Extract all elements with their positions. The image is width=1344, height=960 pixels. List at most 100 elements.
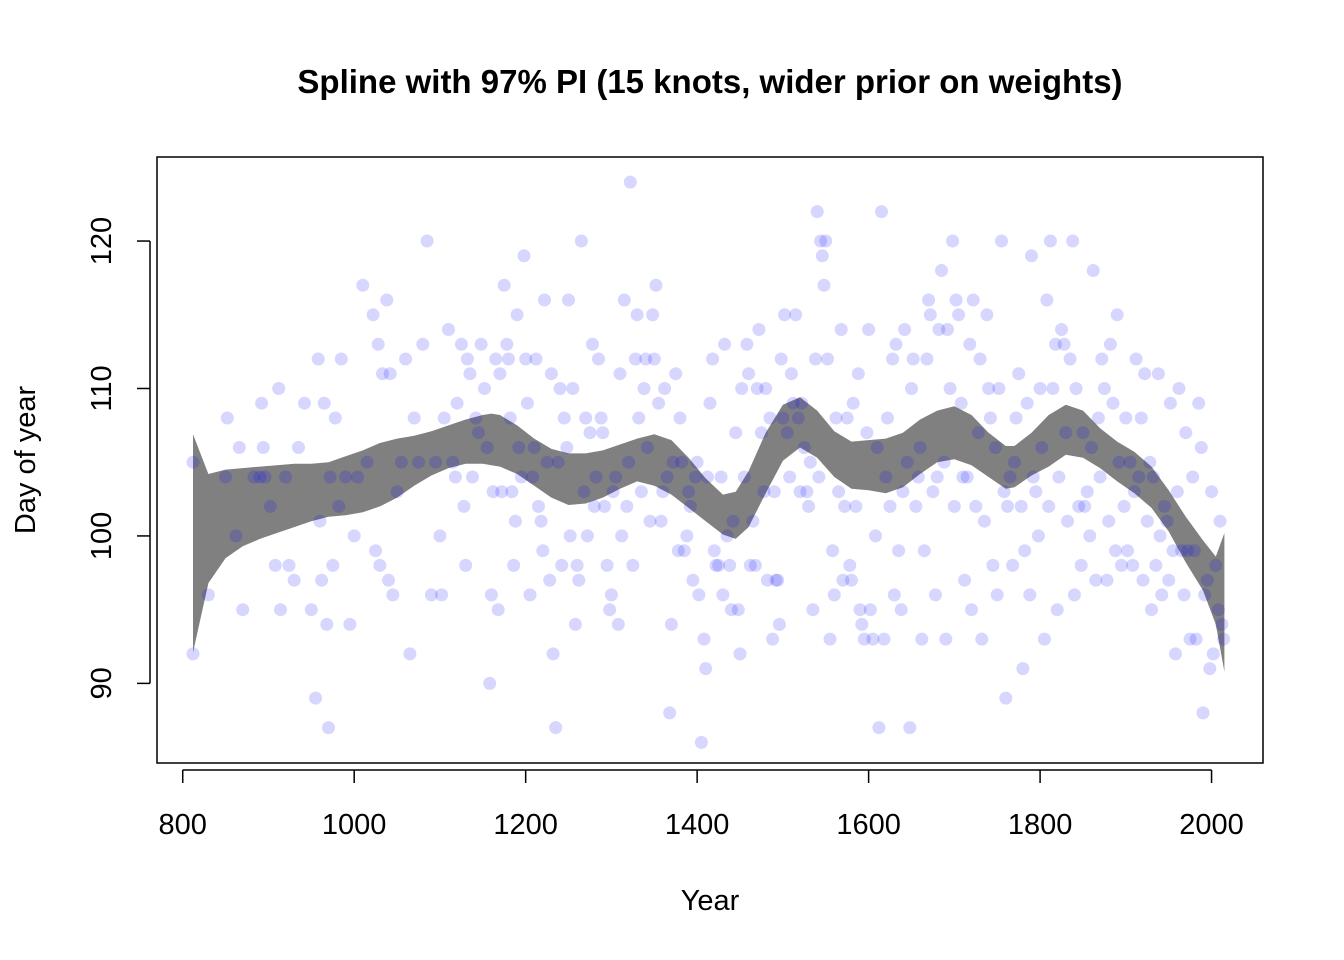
data-point bbox=[536, 544, 550, 558]
data-point bbox=[382, 573, 395, 587]
data-point bbox=[930, 470, 944, 484]
data-point bbox=[1085, 441, 1098, 454]
x-tick-label: 1800 bbox=[1008, 809, 1073, 841]
data-point bbox=[898, 323, 912, 336]
data-point bbox=[923, 308, 937, 322]
data-point bbox=[615, 529, 629, 543]
data-point bbox=[380, 293, 394, 307]
data-point bbox=[700, 470, 714, 484]
data-point bbox=[510, 308, 524, 322]
data-point bbox=[1023, 588, 1037, 602]
data-point bbox=[620, 499, 634, 513]
axes: 800 1000 1200 1400 1600 1800 2000 90 100 110 120 bbox=[86, 217, 1244, 841]
data-point bbox=[448, 470, 462, 484]
data-point bbox=[1074, 558, 1088, 572]
data-point bbox=[740, 337, 754, 351]
data-point bbox=[889, 337, 903, 351]
data-point bbox=[1177, 588, 1191, 602]
chart-title: Spline with 97% PI (15 knots, wider prio… bbox=[297, 63, 1122, 100]
data-point bbox=[724, 603, 738, 617]
data-point bbox=[989, 441, 1002, 454]
data-point bbox=[1083, 529, 1097, 543]
data-point bbox=[551, 455, 565, 469]
data-point bbox=[733, 647, 747, 661]
data-point bbox=[949, 293, 963, 307]
data-point bbox=[1160, 514, 1174, 528]
data-point bbox=[932, 323, 946, 336]
data-point bbox=[789, 308, 803, 322]
data-point bbox=[1119, 411, 1133, 425]
data-point bbox=[577, 485, 591, 499]
data-point bbox=[520, 396, 534, 410]
data-point bbox=[412, 455, 425, 469]
data-point bbox=[512, 441, 526, 454]
data-point bbox=[643, 514, 657, 528]
data-point bbox=[784, 367, 798, 381]
data-point bbox=[1155, 588, 1169, 602]
y-tick-label: 90 bbox=[86, 667, 118, 699]
data-point bbox=[1012, 367, 1026, 381]
data-point bbox=[963, 337, 977, 351]
data-point bbox=[304, 603, 318, 617]
data-point bbox=[992, 382, 1006, 395]
data-point bbox=[1040, 293, 1054, 307]
data-point bbox=[1140, 514, 1154, 528]
data-point bbox=[823, 632, 837, 646]
data-point bbox=[832, 485, 846, 499]
data-point bbox=[980, 308, 994, 322]
data-point bbox=[759, 382, 773, 395]
data-point bbox=[1029, 485, 1043, 499]
data-point bbox=[474, 337, 488, 351]
data-point bbox=[433, 529, 447, 543]
data-point bbox=[505, 485, 519, 499]
data-point bbox=[995, 234, 1008, 248]
data-point bbox=[483, 676, 497, 690]
data-point bbox=[1089, 573, 1103, 587]
data-point bbox=[263, 499, 277, 513]
data-point bbox=[500, 337, 514, 351]
data-point bbox=[274, 603, 287, 617]
data-point bbox=[990, 588, 1004, 602]
data-point bbox=[1049, 337, 1062, 351]
data-point bbox=[752, 323, 766, 336]
data-point bbox=[669, 367, 683, 381]
data-point bbox=[1112, 455, 1126, 469]
data-point bbox=[514, 470, 528, 484]
data-point bbox=[827, 588, 841, 602]
data-point bbox=[1175, 544, 1189, 558]
data-point bbox=[1059, 426, 1073, 440]
data-point bbox=[716, 588, 730, 602]
data-point bbox=[560, 441, 574, 454]
data-point bbox=[557, 411, 571, 425]
data-point bbox=[763, 411, 777, 425]
data-point bbox=[517, 249, 531, 263]
data-point bbox=[523, 588, 537, 602]
data-point bbox=[1172, 382, 1186, 395]
data-point bbox=[810, 205, 824, 219]
data-point bbox=[1018, 544, 1032, 558]
data-point bbox=[1126, 558, 1140, 572]
data-point bbox=[803, 455, 817, 469]
data-point bbox=[937, 455, 951, 469]
data-point bbox=[913, 441, 927, 454]
y-axis-label: Day of year bbox=[10, 386, 42, 535]
data-point bbox=[622, 455, 636, 469]
data-point bbox=[1042, 499, 1056, 513]
data-point bbox=[1078, 499, 1092, 513]
data-point bbox=[1200, 573, 1214, 587]
data-point bbox=[712, 558, 726, 572]
data-point bbox=[287, 573, 301, 587]
data-point bbox=[1215, 617, 1229, 631]
data-point bbox=[373, 558, 387, 572]
data-point bbox=[371, 337, 385, 351]
data-point bbox=[1093, 470, 1107, 484]
data-point bbox=[446, 455, 460, 469]
data-point bbox=[1170, 485, 1184, 499]
x-axis-label: Year bbox=[681, 885, 740, 917]
data-point bbox=[840, 411, 854, 425]
x-tick-label: 1000 bbox=[322, 809, 387, 841]
data-point bbox=[1037, 632, 1051, 646]
data-point bbox=[376, 367, 389, 381]
data-point bbox=[892, 544, 906, 558]
data-point bbox=[906, 352, 920, 366]
